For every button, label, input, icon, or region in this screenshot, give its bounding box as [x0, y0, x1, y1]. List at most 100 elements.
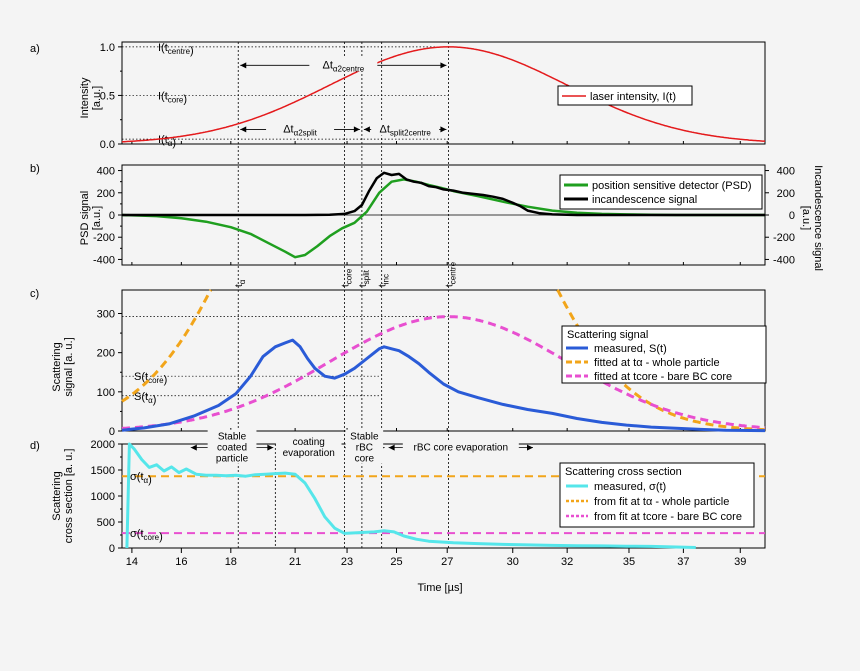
marker-label-inc: tinc	[378, 274, 391, 287]
panel-letter-c: c)	[30, 288, 39, 300]
ylabel-b-line2: [a.u.]	[91, 206, 103, 230]
arrow-head	[190, 444, 197, 451]
ytick-label: 200	[97, 348, 115, 360]
legend-label-fit-core-d: from fit at tcore - bare BC core	[594, 511, 742, 523]
panel-letter-b: b)	[30, 163, 40, 175]
legend-label-incandescence: incandescence signal	[592, 194, 697, 206]
ytick-label: 2000	[91, 439, 115, 451]
ytick-label: 300	[97, 309, 115, 321]
ytick-right-label: -400	[773, 254, 795, 266]
ytick-label: 0.0	[100, 139, 115, 151]
ytick-right-label: 200	[777, 188, 795, 200]
panel-letter-d: d)	[30, 440, 40, 452]
panel-frame-a	[121, 41, 766, 145]
xtick-label: 14	[126, 556, 138, 568]
phase-label: core	[355, 454, 375, 465]
fit-alpha-line-c-part-0	[121, 289, 213, 403]
legend-d	[559, 462, 755, 528]
arrow-head	[240, 126, 247, 133]
phase-label-bg	[207, 429, 257, 464]
ytick-right-label: 0	[789, 210, 795, 222]
phase-label: Stable	[350, 432, 379, 443]
annotation-bg	[266, 120, 335, 136]
phase-label: coating	[293, 437, 325, 448]
legend-label-fit-core-c: fitted at tcore - bare BC core	[594, 371, 732, 383]
ytick-label: 0	[109, 210, 115, 222]
ytick-label: 1.0	[100, 42, 115, 54]
measured-scattering-line	[121, 338, 766, 433]
phase-label: evaporation	[283, 448, 335, 459]
fit-core-line-c	[121, 315, 766, 430]
phase-label: Stable	[218, 432, 247, 443]
arrow-head	[440, 126, 447, 133]
arrow-head	[388, 444, 395, 451]
ylabel-d-line1: Scattering	[51, 471, 63, 521]
ytick-label: -400	[93, 254, 115, 266]
ytick-right-label: -200	[773, 232, 795, 244]
ytick-label: 0	[109, 543, 115, 555]
ylabel-b-line1: PSD signal	[79, 191, 91, 245]
legend-label-fit-alpha-c: fitted at tα - whole particle	[594, 357, 720, 369]
ytick-label: 400	[97, 166, 115, 178]
ylabel-a-line1: Intensity	[79, 77, 91, 118]
legend-b	[559, 174, 763, 210]
arrow-head	[267, 444, 274, 451]
ytick-label: 0.5	[100, 90, 115, 102]
ylabel-b-right-line1: Incandescence signal	[812, 165, 824, 271]
ytick-label: 1000	[91, 491, 115, 503]
annotation-bg	[309, 56, 378, 72]
xtick-label: 30	[507, 556, 519, 568]
xtick-label: 35	[623, 556, 635, 568]
xtick-label: 37	[677, 556, 689, 568]
ytick-label: 0	[109, 426, 115, 438]
ytick-label: 500	[97, 517, 115, 529]
ylabel-c-line1: Scattering	[51, 342, 63, 392]
xtick-label: 23	[341, 556, 353, 568]
measured-cross-section-line	[125, 442, 696, 549]
ytick-label: -200	[93, 232, 115, 244]
ylabel-b-right-line2: [a.u.]	[800, 206, 812, 230]
legend-label-fit-alpha-d: from fit at tα - whole particle	[594, 496, 729, 508]
phase-label: rBC	[356, 443, 373, 454]
ytick-label: 1500	[91, 465, 115, 477]
phase-label: coated	[217, 443, 247, 454]
xtick-label: 27	[441, 556, 453, 568]
xtick-label: 21	[289, 556, 301, 568]
arrow-head	[363, 126, 370, 133]
annotation-bg	[371, 120, 440, 136]
arrow-head	[353, 126, 360, 133]
xlabel: Time [µs]	[417, 582, 462, 594]
legend-a	[557, 85, 693, 106]
marker-label-split: tsplit	[358, 269, 371, 287]
arrow-head	[240, 62, 247, 69]
xtick-label: 32	[561, 556, 573, 568]
phase-label-bg	[402, 440, 519, 453]
ytick-label: 100	[97, 387, 115, 399]
legend-label-measured-c: measured, S(t)	[594, 343, 667, 355]
phase-label: particle	[216, 454, 249, 465]
legend-label-measured-d: measured, σ(t)	[594, 481, 666, 493]
marker-label-centre: tcentre	[444, 261, 457, 287]
legend-c	[561, 325, 767, 384]
xtick-label: 39	[734, 556, 746, 568]
ytick-right-label: 400	[777, 166, 795, 178]
ylabel-a-line2: [a.u.]	[91, 86, 103, 110]
incandescence-line	[122, 171, 765, 217]
legend-title-d: Scattering cross section	[565, 466, 682, 478]
legend-title-c: Scattering signal	[567, 329, 648, 341]
arrow-head	[440, 62, 447, 69]
panel-letter-a: a)	[30, 43, 40, 55]
marker-label-core: tcore	[341, 268, 354, 287]
ylabel-c-line2: signal [a. u.]	[63, 337, 75, 396]
xtick-label: 18	[225, 556, 237, 568]
xtick-label: 16	[175, 556, 187, 568]
legend-label-psd: position sensitive detector (PSD)	[592, 180, 752, 192]
marker-label-α: tα	[234, 279, 247, 287]
ytick-label: 200	[97, 188, 115, 200]
xtick-label: 25	[390, 556, 402, 568]
phase-label-bg	[345, 429, 384, 464]
phase-label: rBC core evaporation	[414, 443, 509, 454]
phase-label-bg	[275, 435, 342, 459]
legend-label-laser: laser intensity, I(t)	[590, 91, 676, 103]
